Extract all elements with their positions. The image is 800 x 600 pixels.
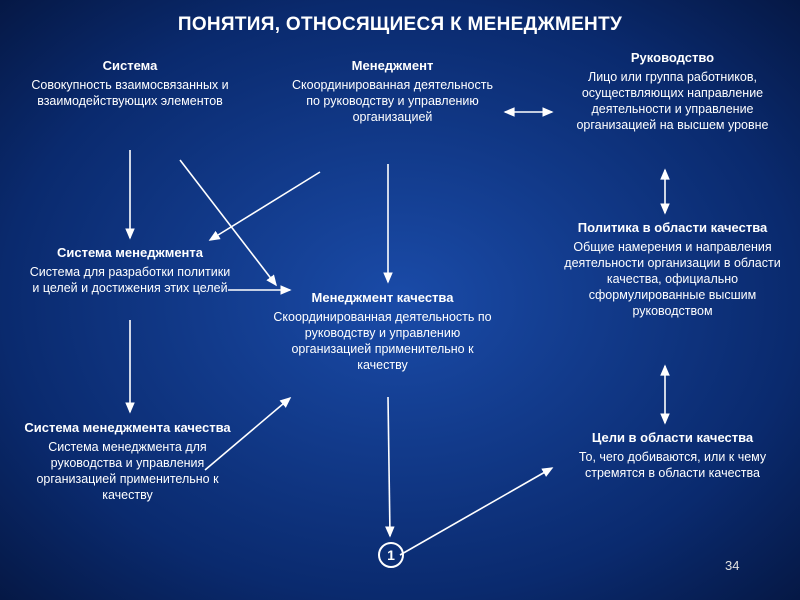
node-leadership-head: Руководство <box>555 50 790 67</box>
node-quality-policy-body: Общие намерения и направления деятельнос… <box>555 239 790 319</box>
node-quality-mgmt-body: Скоординированная деятельность по руково… <box>265 309 500 373</box>
node-qms: Система менеджмента качества Система мен… <box>20 420 235 503</box>
node-quality-policy: Политика в области качества Общие намере… <box>555 220 790 319</box>
node-mgmt-system-body: Система для разработки политики и целей … <box>25 264 235 296</box>
page-title: ПОНЯТИЯ, ОТНОСЯЩИЕСЯ К МЕНЕДЖМЕНТУ <box>0 0 800 36</box>
node-qms-body: Система менеджмента для руководства и уп… <box>20 439 235 503</box>
node-mgmt-system-head: Система менеджмента <box>25 245 235 262</box>
node-management: Менеджмент Скоординированная деятельност… <box>285 58 500 125</box>
node-quality-goals-head: Цели в области качества <box>555 430 790 447</box>
node-quality-goals: Цели в области качества То, чего добиваю… <box>555 430 790 481</box>
node-system: Система Совокупность взаимосвязанных и в… <box>30 58 230 109</box>
circle-1: 1 <box>378 542 404 568</box>
node-qms-head: Система менеджмента качества <box>20 420 235 437</box>
node-quality-policy-head: Политика в области качества <box>555 220 790 237</box>
node-leadership: Руководство Лицо или группа работников, … <box>555 50 790 133</box>
node-quality-mgmt: Менеджмент качества Скоординированная де… <box>265 290 500 373</box>
node-mgmt-system: Система менеджмента Система для разработ… <box>25 245 235 296</box>
page-number: 34 <box>725 558 739 573</box>
node-quality-mgmt-head: Менеджмент качества <box>265 290 500 307</box>
node-management-head: Менеджмент <box>285 58 500 75</box>
node-management-body: Скоординированная деятельность по руково… <box>285 77 500 125</box>
node-system-head: Система <box>30 58 230 75</box>
node-leadership-body: Лицо или группа работников, осуществляющ… <box>555 69 790 133</box>
node-quality-goals-body: То, чего добиваются, или к чему стремятс… <box>555 449 790 481</box>
node-system-body: Совокупность взаимосвязанных и взаимодей… <box>30 77 230 109</box>
